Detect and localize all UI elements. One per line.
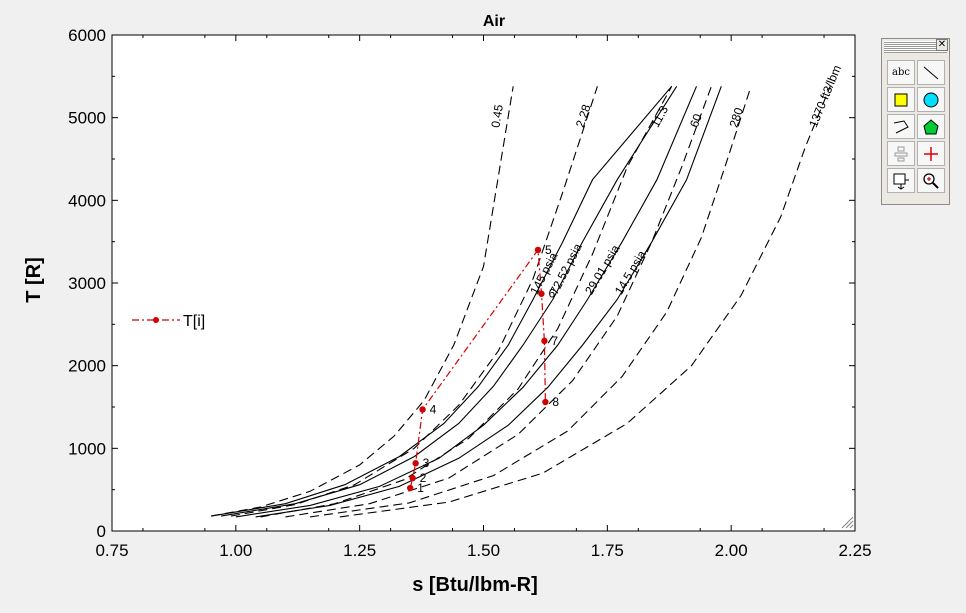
isochore-label: 0.45	[488, 103, 506, 129]
y-tick-label: 4000	[68, 191, 106, 210]
x-tick-label: 2.00	[715, 541, 748, 560]
legend-label: T[i]	[183, 313, 205, 330]
text-tool-button[interactable]: abc	[887, 60, 915, 85]
isochore-line	[260, 86, 673, 518]
text-tool-icon: abc	[892, 67, 910, 78]
cycle-point-label: 4	[430, 402, 437, 416]
cycle-point-label: 1	[417, 481, 424, 495]
isochore-line	[211, 86, 514, 517]
move-tool-button[interactable]	[887, 168, 915, 193]
polygon-icon	[923, 118, 939, 134]
oval-icon	[923, 92, 939, 107]
close-icon[interactable]: ✕	[936, 39, 948, 51]
x-tick-label: 2.25	[838, 541, 871, 560]
cycle-point	[406, 484, 414, 492]
legend-marker	[153, 317, 159, 323]
x-tick-label: 1.00	[219, 541, 252, 560]
rectangle-tool-button[interactable]	[887, 87, 915, 112]
cycle-point	[419, 406, 426, 413]
line-tool-button[interactable]	[917, 60, 945, 85]
cycle-point	[534, 246, 542, 254]
plot-frame	[111, 34, 856, 532]
isobar-line	[211, 85, 673, 517]
palette-titlebar[interactable]	[884, 41, 947, 53]
y-tick-label: 1000	[68, 439, 106, 458]
cycle-point-label: 6	[548, 287, 555, 301]
move-icon	[893, 173, 909, 190]
isochore-label: 280	[727, 106, 747, 130]
cycle-point-label: 7	[551, 334, 558, 348]
oval-tool-button[interactable]	[917, 87, 945, 112]
resize-grip[interactable]	[841, 516, 854, 529]
cycle-point-label: 5	[545, 243, 552, 257]
y-tick-label: 2000	[68, 357, 106, 376]
y-tick-label: 5000	[68, 109, 106, 128]
y-tick-label: 3000	[68, 274, 106, 293]
rectangle-icon	[894, 93, 908, 106]
x-tick-label: 1.25	[343, 541, 376, 560]
x-tick-label: 1.75	[591, 541, 624, 560]
cycle-point-label: 3	[423, 456, 430, 470]
cycle-point-label: 2	[420, 471, 427, 485]
y-axis-title: T [R]	[23, 257, 45, 303]
isochore-line	[310, 86, 752, 518]
cycle-point	[541, 337, 548, 345]
y-tick-label: 0	[97, 522, 106, 541]
isobar-line	[220, 86, 678, 517]
isochore-line	[339, 86, 831, 518]
polyline-icon	[893, 119, 909, 133]
isochore-line	[285, 86, 712, 518]
zoom-tool-button[interactable]	[917, 168, 945, 193]
x-tick-label: 0.75	[95, 541, 128, 560]
zoom-icon	[923, 172, 939, 189]
legend: T[i]	[132, 313, 205, 330]
isochore-label: 60	[687, 112, 705, 130]
crosshair-tool-button[interactable]	[917, 141, 945, 166]
polygon-tool-button[interactable]	[917, 114, 945, 139]
x-tick-label: 1.50	[467, 541, 500, 560]
cycle-point	[409, 474, 416, 482]
diagram-tool-palette: ✕ abc	[881, 38, 950, 205]
cycle-point	[412, 460, 419, 467]
isobar-line	[235, 86, 698, 518]
cycle-point-label: 8	[552, 395, 559, 409]
x-axis-title: s [Btu/lbm-R]	[412, 574, 538, 596]
chart-title: Air	[483, 13, 505, 30]
isobar-line	[255, 86, 722, 518]
group-icon	[894, 146, 908, 161]
y-tick-label: 6000	[68, 26, 106, 45]
crosshair-icon	[924, 146, 938, 161]
polyline-tool-button[interactable]	[887, 114, 915, 139]
group-tool-button[interactable]	[887, 141, 915, 166]
isochore-label: 2.28	[573, 102, 594, 129]
cycle-point	[542, 398, 549, 406]
cycle-point	[538, 290, 545, 297]
line-icon	[923, 66, 939, 79]
